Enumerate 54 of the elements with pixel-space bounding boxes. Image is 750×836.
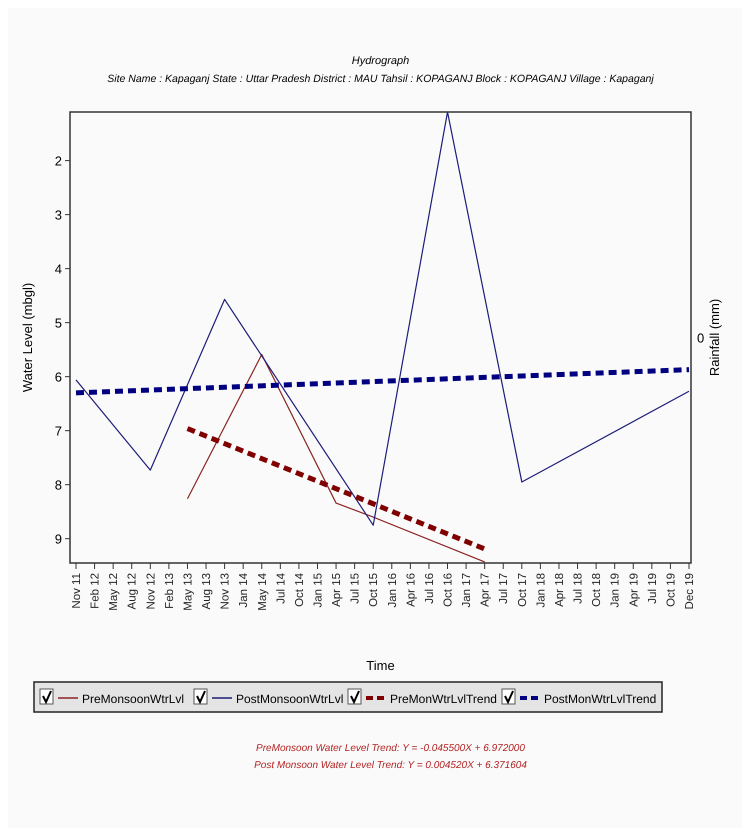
x-tick-label: Nov 11: [71, 573, 83, 609]
legend-label: PostMonsoonWtrLvl: [236, 692, 344, 706]
x-tick-label: Jul 15: [350, 573, 362, 604]
x-tick-label: Jul 14: [275, 572, 288, 604]
x-tick-label: Apr 16: [405, 573, 418, 607]
y-axis-title: Water Level (mbgl): [20, 282, 35, 392]
legend-label: PreMonWtrLvlTrend: [390, 692, 497, 706]
x-tick-label: Jan 14: [238, 572, 250, 608]
y-tick-label: 7: [54, 424, 62, 439]
x-tick-label: May 12: [108, 573, 120, 611]
chart-subtitle: Site Name : Kapaganj State : Uttar Pradesh District : MAU Tahsil : KOPAGANJ Block : KOPAGANJ Village : Kapaganj: [107, 73, 654, 85]
x-tick-label: Jul 18: [572, 573, 585, 604]
x-tick-label: Oct 16: [442, 573, 455, 607]
x-tick-label: May 14: [256, 572, 269, 611]
x-tick-label: Apr 15: [331, 573, 344, 607]
x-tick-label: Dec 19: [684, 573, 696, 610]
x-tick-label: Nov 13: [220, 573, 232, 610]
x-tick-label: Jan 18: [535, 573, 548, 608]
x-tick-label: Jan 19: [610, 573, 622, 608]
y-tick-label: 8: [54, 478, 62, 493]
x-tick-label: Jan 15: [312, 573, 324, 608]
y-tick-label: 3: [54, 208, 62, 223]
y-tick-label: 5: [54, 316, 62, 331]
x-tick-label: Nov 12: [145, 573, 158, 610]
x-tick-label: Aug 12: [126, 573, 139, 610]
x-tick-label: Jul 16: [424, 573, 436, 604]
text: 0: [697, 330, 704, 346]
x-tick-label: Aug 13: [201, 573, 214, 610]
x-tick-label: Apr 17: [480, 573, 492, 607]
y-tick-label: 2: [54, 154, 62, 169]
x-tick-label: Oct 19: [665, 573, 678, 607]
y-tick-label: 6: [54, 370, 62, 385]
legend-label: PreMonsoonWtrLvl: [82, 692, 184, 706]
x-tick-label: Oct 18: [591, 573, 604, 607]
chart-title: Hydrograph: [352, 55, 410, 67]
x-tick-label: Jan 17: [461, 573, 474, 608]
x-tick-label: Feb 12: [90, 573, 102, 609]
x-tick-label: Jul 17: [498, 573, 510, 604]
x-tick-label: Oct 14: [294, 572, 306, 607]
x-tick-label: Jul 19: [646, 573, 659, 604]
x-tick-label: Oct 15: [368, 573, 380, 607]
x-tick-label: Apr 18: [554, 573, 566, 607]
x-tick-label: Apr 19: [628, 573, 640, 607]
x-tick-label: Oct 17: [516, 573, 529, 607]
x-tick-label: May 13: [182, 573, 194, 611]
y-tick-label: 9: [54, 532, 62, 547]
text: PreMonsoon Water Level Trend: Y = -0.045500X + 6.972000: [256, 743, 526, 754]
x-tick-label: Jan 16: [386, 573, 399, 608]
x-axis-title: Time: [366, 658, 395, 673]
y-tick-label: 4: [54, 262, 62, 277]
x-tick-label: Feb 13: [164, 573, 176, 609]
legend-label: PostMonWtrLvlTrend: [544, 692, 656, 706]
text: Post Monsoon Water Level Trend: Y = 0.004520X + 6.371604: [254, 760, 528, 771]
y2-axis-title: Rainfall (mm): [707, 298, 722, 376]
